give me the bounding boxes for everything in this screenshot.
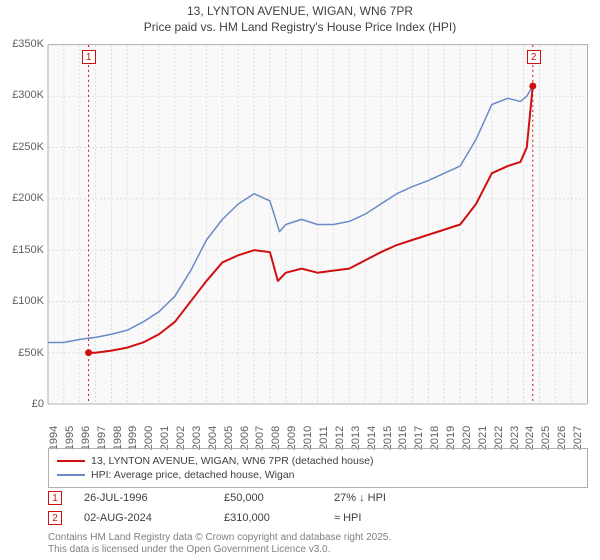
x-tick-label: 2002 — [175, 426, 187, 450]
y-tick-label: £100K — [12, 295, 44, 307]
title-address: 13, LYNTON AVENUE, WIGAN, WN6 7PR — [0, 4, 600, 20]
x-tick-label: 2009 — [286, 426, 298, 450]
y-tick-label: £150K — [12, 244, 44, 256]
x-tick-label: 2013 — [350, 426, 362, 450]
x-tick-label: 1996 — [80, 426, 92, 450]
x-tick-label: 2019 — [445, 426, 457, 450]
annotation-row: 1 26-JUL-1996£50,00027% ↓ HPI — [48, 488, 588, 508]
y-tick-label: £350K — [12, 38, 44, 50]
chart-marker: 2 — [527, 50, 541, 64]
legend-item-price: 13, LYNTON AVENUE, WIGAN, WN6 7PR (detac… — [57, 454, 579, 468]
x-tick-label: 1999 — [127, 426, 139, 450]
y-tick-label: £300K — [12, 89, 44, 101]
x-tick-label: 2016 — [397, 426, 409, 450]
x-tick-label: 2015 — [382, 426, 394, 450]
x-tick-label: 2008 — [270, 426, 282, 450]
x-tick-label: 2014 — [366, 426, 378, 450]
footer: Contains HM Land Registry data © Crown c… — [48, 532, 391, 556]
annotation-row: 2 02-AUG-2024£310,000≈ HPI — [48, 508, 588, 528]
annotation-marker: 2 — [48, 511, 62, 525]
annotation-price: £310,000 — [224, 512, 334, 524]
x-tick-label: 2017 — [413, 426, 425, 450]
x-tick-label: 2023 — [509, 426, 521, 450]
x-tick-label: 2001 — [159, 426, 171, 450]
title-subtitle: Price paid vs. HM Land Registry's House … — [0, 20, 600, 36]
x-tick-label: 2026 — [556, 426, 568, 450]
chart-svg — [48, 45, 587, 404]
legend-label-price: 13, LYNTON AVENUE, WIGAN, WN6 7PR (detac… — [91, 455, 373, 467]
y-tick-label: £250K — [12, 141, 44, 153]
chart-container: 13, LYNTON AVENUE, WIGAN, WN6 7PR Price … — [0, 0, 600, 560]
x-tick-label: 2027 — [572, 426, 584, 450]
plot-area: 12 — [48, 44, 588, 404]
footer-line2: This data is licensed under the Open Gov… — [48, 544, 391, 556]
x-tick-label: 2000 — [143, 426, 155, 450]
x-axis: 1994199519961997199819992000200120022003… — [48, 410, 588, 446]
annotation-hpi-delta: ≈ HPI — [334, 512, 454, 524]
x-tick-label: 1994 — [48, 426, 60, 450]
y-tick-label: £200K — [12, 192, 44, 204]
annotation-price: £50,000 — [224, 492, 334, 504]
footer-line1: Contains HM Land Registry data © Crown c… — [48, 532, 391, 544]
x-tick-label: 2025 — [540, 426, 552, 450]
x-tick-label: 1997 — [96, 426, 108, 450]
x-tick-label: 2012 — [334, 426, 346, 450]
legend-swatch-price — [57, 460, 85, 462]
chart-marker: 1 — [82, 50, 96, 64]
y-tick-label: £50K — [18, 347, 44, 359]
annotation-marker: 1 — [48, 491, 62, 505]
legend-label-hpi: HPI: Average price, detached house, Wiga… — [91, 469, 295, 481]
x-tick-label: 2024 — [524, 426, 536, 450]
x-tick-label: 2022 — [493, 426, 505, 450]
x-tick-label: 2020 — [461, 426, 473, 450]
x-tick-label: 2006 — [239, 426, 251, 450]
x-tick-label: 2021 — [477, 426, 489, 450]
legend: 13, LYNTON AVENUE, WIGAN, WN6 7PR (detac… — [48, 448, 588, 488]
y-tick-label: £0 — [32, 398, 44, 410]
annotation-hpi-delta: 27% ↓ HPI — [334, 492, 454, 504]
x-tick-label: 2007 — [254, 426, 266, 450]
chart-title: 13, LYNTON AVENUE, WIGAN, WN6 7PR Price … — [0, 0, 600, 35]
annotation-date: 02-AUG-2024 — [84, 512, 224, 524]
annotation-table: 1 26-JUL-1996£50,00027% ↓ HPI 2 02-AUG-2024… — [48, 488, 588, 528]
x-tick-label: 2018 — [429, 426, 441, 450]
x-tick-label: 1995 — [64, 426, 76, 450]
legend-item-hpi: HPI: Average price, detached house, Wiga… — [57, 468, 579, 482]
x-tick-label: 1998 — [112, 426, 124, 450]
legend-swatch-hpi — [57, 474, 85, 476]
x-tick-label: 2004 — [207, 426, 219, 450]
x-tick-label: 2010 — [302, 426, 314, 450]
x-tick-label: 2005 — [223, 426, 235, 450]
x-tick-label: 2011 — [318, 426, 330, 450]
x-tick-label: 2003 — [191, 426, 203, 450]
y-axis: £0£50K£100K£150K£200K£250K£300K£350K — [0, 44, 46, 404]
annotation-date: 26-JUL-1996 — [84, 492, 224, 504]
